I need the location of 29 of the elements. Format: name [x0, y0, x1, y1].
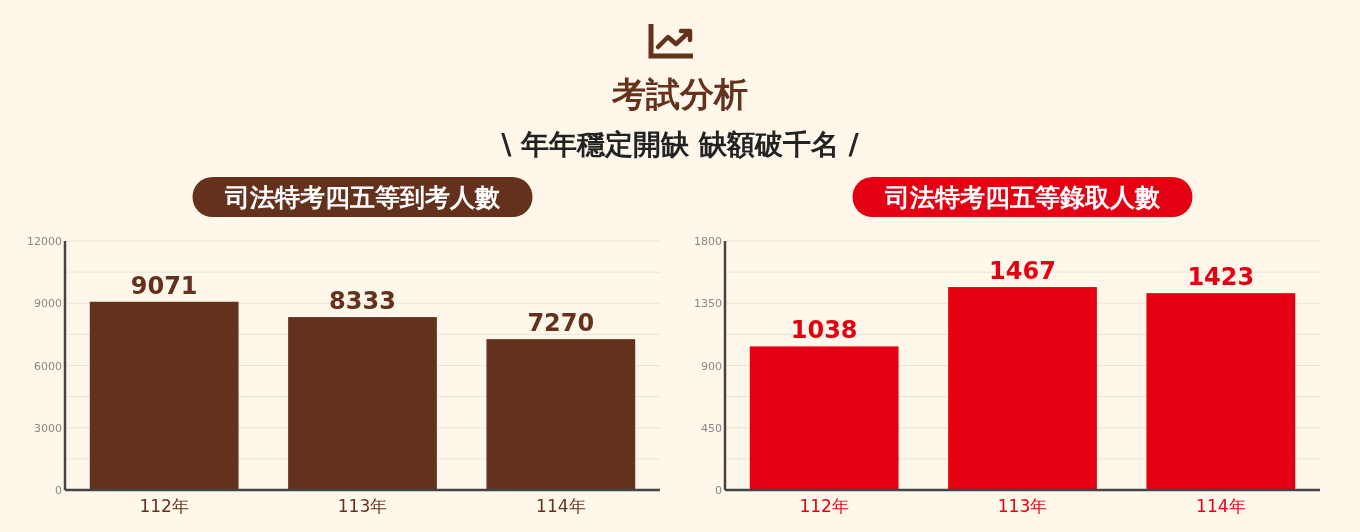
data-label: 7270: [527, 309, 595, 338]
y-tick-label: 3000: [34, 421, 62, 435]
y-tick-label: 6000: [34, 359, 62, 373]
bar: [1146, 293, 1296, 490]
y-tick-label: 450: [701, 421, 722, 435]
chart-title: 司法特考四五等到考人數: [224, 183, 501, 212]
y-tick-label: 12000: [27, 235, 62, 248]
y-tick-label: 1800: [694, 235, 722, 248]
x-tick-label: 113年: [997, 496, 1048, 516]
data-label: 1467: [989, 257, 1056, 286]
y-tick-label: 9000: [34, 297, 62, 311]
x-tick-label: 114年: [1196, 496, 1246, 516]
text: 考試分析: [611, 74, 748, 114]
data-label: 1038: [790, 316, 858, 345]
x-tick-label: 113年: [337, 496, 388, 516]
y-tick-label: 0: [55, 484, 62, 497]
chart-title: 司法特考四五等錄取人數: [884, 183, 1161, 212]
y-tick-label: 1350: [694, 297, 722, 311]
bar: [749, 346, 899, 490]
bar: [948, 287, 1097, 490]
y-tick-label: 0: [715, 484, 722, 497]
x-tick-label: 112年: [139, 496, 189, 516]
data-label: 9071: [130, 271, 198, 300]
y-tick-label: 900: [701, 359, 722, 373]
data-label: 1423: [1187, 263, 1255, 292]
x-tick-label: 114年: [536, 496, 586, 516]
data-label: 8333: [329, 287, 396, 316]
x-tick-label: 112年: [799, 496, 849, 516]
text: \ 年年穩定開缺 缺額破千名 /: [501, 128, 860, 161]
